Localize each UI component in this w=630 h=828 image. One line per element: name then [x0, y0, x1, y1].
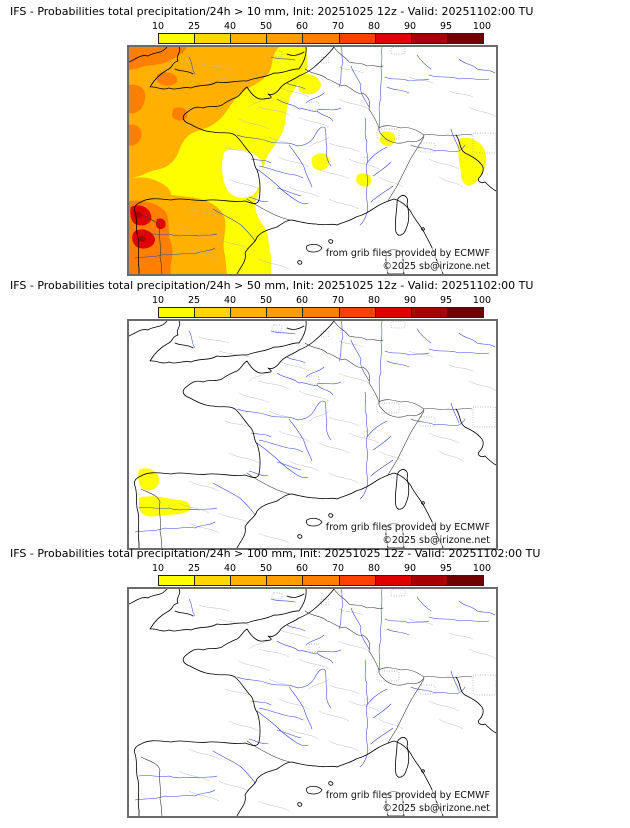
- probability-colorbar: [158, 307, 484, 318]
- colorbar-tick-labels: 10 25 40 50 60 70 80 90 95 100: [152, 295, 491, 307]
- attribution-copyright: ©2025 sb@irizone.net: [382, 535, 490, 546]
- colorbar-segment: [195, 308, 232, 317]
- colorbar-tick: 100: [472, 295, 492, 306]
- map-50mm: from grib files provided by ECMWF ©2025 …: [127, 319, 498, 550]
- colorbar-tick: 10: [151, 21, 165, 32]
- colorbar-tick: 90: [403, 563, 417, 574]
- colorbar-tick: 10: [151, 295, 165, 306]
- colorbar-segment: [339, 576, 376, 585]
- panel-50mm: IFS - Probabilities total precipitation/…: [0, 278, 630, 550]
- colorbar-tick: 50: [259, 21, 273, 32]
- colorbar-tick-labels: 10 25 40 50 60 70 80 90 95 100: [152, 563, 491, 575]
- colorbar-tick: 50: [259, 563, 273, 574]
- attribution-copyright: ©2025 sb@irizone.net: [382, 261, 490, 272]
- colorbar-segment: [231, 308, 268, 317]
- colorbar-tick: 25: [187, 563, 201, 574]
- map-100mm: from grib files provided by ECMWF ©2025 …: [127, 587, 498, 818]
- colorbar-segment: [447, 308, 483, 317]
- colorbar-segment: [447, 34, 483, 43]
- colorbar-tick: 40: [223, 21, 237, 32]
- france-map-svg: [129, 47, 496, 274]
- colorbar-tick: 80: [367, 563, 381, 574]
- panel-100mm: IFS - Probabilities total precipitation/…: [0, 546, 630, 818]
- colorbar-segment: [375, 308, 412, 317]
- colorbar-tick: 60: [295, 295, 309, 306]
- colorbar-tick: 100: [472, 21, 492, 32]
- colorbar-tick: 90: [403, 295, 417, 306]
- colorbar-tick: 100: [472, 563, 492, 574]
- colorbar-tick: 80: [367, 21, 381, 32]
- colorbar-tick: 40: [223, 295, 237, 306]
- colorbar-segment: [339, 34, 376, 43]
- panel-10mm: IFS - Probabilities total precipitation/…: [0, 4, 630, 276]
- colorbar-segment: [231, 34, 268, 43]
- colorbar-tick: 70: [331, 563, 345, 574]
- colorbar-segment: [375, 576, 412, 585]
- colorbar-tick: 25: [187, 295, 201, 306]
- colorbar-segment: [159, 34, 196, 43]
- colorbar-tick: 95: [439, 563, 453, 574]
- colorbar-segment: [195, 34, 232, 43]
- colorbar-segment: [231, 576, 268, 585]
- panel-title: IFS - Probabilities total precipitation/…: [10, 547, 541, 560]
- colorbar-segment: [411, 34, 448, 43]
- colorbar-segment: [339, 308, 376, 317]
- colorbar-tick: 60: [295, 563, 309, 574]
- colorbar-tick: 60: [295, 21, 309, 32]
- colorbar-segment: [303, 308, 340, 317]
- attribution-ecmwf: from grib files provided by ECMWF: [325, 522, 490, 533]
- colorbar-tick: 95: [439, 295, 453, 306]
- attribution-copyright: ©2025 sb@irizone.net: [382, 803, 490, 814]
- colorbar-tick: 70: [331, 295, 345, 306]
- attribution-ecmwf: from grib files provided by ECMWF: [325, 790, 490, 801]
- colorbar-segment: [195, 576, 232, 585]
- france-map-svg: [129, 321, 496, 548]
- colorbar-tick: 25: [187, 21, 201, 32]
- colorbar-segment: [267, 308, 304, 317]
- colorbar-tick: 10: [151, 563, 165, 574]
- colorbar-tick: 50: [259, 295, 273, 306]
- colorbar-segment: [375, 34, 412, 43]
- probability-colorbar: [158, 33, 484, 44]
- probability-colorbar: [158, 575, 484, 586]
- colorbar-tick: 40: [223, 563, 237, 574]
- colorbar-segment: [267, 576, 304, 585]
- colorbar-segment: [159, 308, 196, 317]
- colorbar-tick: 90: [403, 21, 417, 32]
- france-map-svg: [129, 589, 496, 816]
- colorbar-tick: 95: [439, 21, 453, 32]
- panel-title: IFS - Probabilities total precipitation/…: [10, 279, 534, 292]
- colorbar-segment: [411, 308, 448, 317]
- colorbar-segment: [267, 34, 304, 43]
- map-10mm: from grib files provided by ECMWF ©2025 …: [127, 45, 498, 276]
- colorbar-segment: [447, 576, 483, 585]
- attribution-ecmwf: from grib files provided by ECMWF: [325, 248, 490, 259]
- colorbar-segment: [159, 576, 196, 585]
- colorbar-segment: [303, 34, 340, 43]
- panel-title: IFS - Probabilities total precipitation/…: [10, 5, 534, 18]
- colorbar-segment: [411, 576, 448, 585]
- colorbar-tick: 80: [367, 295, 381, 306]
- colorbar-tick: 70: [331, 21, 345, 32]
- colorbar-tick-labels: 10 25 40 50 60 70 80 90 95 100: [152, 21, 491, 33]
- colorbar-segment: [303, 576, 340, 585]
